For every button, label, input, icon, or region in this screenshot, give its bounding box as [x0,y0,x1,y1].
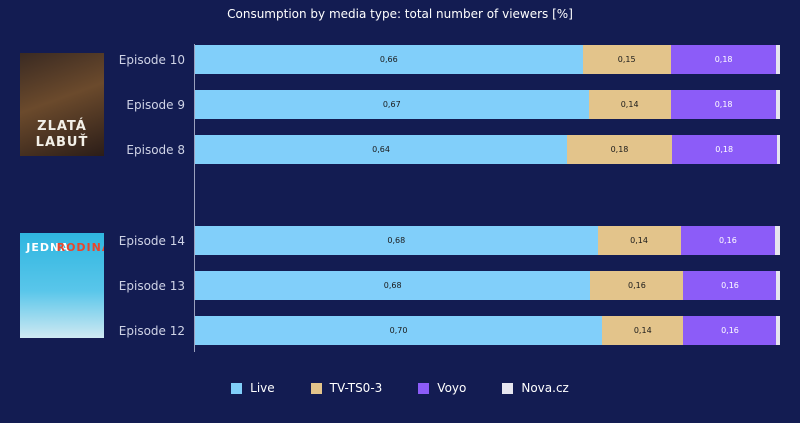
legend-swatch [418,382,430,394]
data-label: 0,70 [389,326,408,335]
bar-segment-voyo: 0,16 [683,316,777,345]
data-label: 0,18 [714,55,733,64]
data-label: 0,14 [620,100,639,109]
bar-segment-nova-cz [776,316,780,345]
legend-item: Live [231,381,275,395]
bar-row: 0,64 0,18 0,18 [195,135,780,164]
bar-segment-live: 0,66 [195,45,583,74]
y-tick-label: Episode 13 [118,278,185,293]
data-label: 0,16 [721,281,739,290]
poster-title-line-2: LABUŤ [35,135,89,150]
bar-segment-voyo: 0,16 [680,226,776,255]
data-label: 0,15 [617,55,636,64]
legend-label: Nova.cz [521,381,569,395]
legend-item: Voyo [418,381,466,395]
y-tick-label: Episode 9 [126,97,185,112]
bar-segment-nova-cz [776,271,780,300]
legend: Live TV-TS0-3 Voyo Nova.cz [0,381,800,395]
bar-row: 0,68 0,14 0,16 [195,226,780,255]
bar-segment-live: 0,68 [195,226,598,255]
chart-title: Consumption by media type: total number … [227,7,573,21]
legend-item: TV-TS0-3 [310,381,383,395]
bar-segment-nova-cz [775,226,780,255]
data-label: 0,14 [630,236,648,245]
bar-segment-nova-cz [776,135,780,164]
legend-item: Nova.cz [502,381,569,395]
legend-swatch [231,382,243,394]
bar-segment-tv-ts0-3: 0,15 [582,45,671,74]
bar-segment-voyo: 0,18 [670,45,777,74]
data-label: 0,18 [715,145,734,154]
y-tick-label: Episode 12 [118,323,185,338]
bar-segment-voyo: 0,18 [671,135,777,164]
poster-title-line-1: ZLATÁ [37,119,87,134]
bar-segment-live: 0,67 [195,90,589,119]
bar-row: 0,66 0,15 0,18 [195,45,780,74]
bar-segment-live: 0,68 [195,271,591,300]
data-label: 0,68 [387,236,406,245]
data-label: 0,64 [372,145,390,154]
legend-label: TV-TS0-3 [329,381,383,395]
y-tick-label: Episode 14 [118,233,185,248]
bar-segment-tv-ts0-3: 0,14 [602,316,684,345]
bar-segment-tv-ts0-3: 0,14 [588,90,671,119]
data-label: 0,16 [628,281,646,290]
legend-label: Voyo [437,381,467,395]
poster-title-line-2: RODINA [56,241,104,254]
poster-zlata-labut: ZLATÁ LABUŤ [20,53,104,156]
bar-row: 0,68 0,16 0,16 [195,271,780,300]
data-label: 0,16 [718,236,737,245]
legend-swatch [502,382,514,394]
bar-segment-voyo: 0,16 [683,271,777,300]
bar-segment-nova-cz [776,90,780,119]
data-label: 0,14 [633,326,652,335]
bar-segment-tv-ts0-3: 0,18 [567,135,672,164]
data-label: 0,18 [610,145,629,154]
data-label: 0,67 [382,100,401,109]
poster-title-line-1: JEDNA [26,241,70,254]
poster-jedna-rodina: JEDNA RODINA [20,233,104,338]
legend-label: Live [250,381,275,395]
bar-segment-tv-ts0-3: 0,16 [590,271,684,300]
legend-swatch [310,382,322,394]
y-tick-label: Episode 10 [118,52,185,67]
data-label: 0,68 [383,281,402,290]
y-axis-line [194,44,195,352]
bar-segment-tv-ts0-3: 0,14 [597,226,681,255]
bar-segment-voyo: 0,18 [670,90,777,119]
data-label: 0,18 [714,100,733,109]
bar-segment-nova-cz [776,45,780,74]
data-label: 0,66 [379,55,398,64]
bar-segment-live: 0,64 [195,135,568,164]
data-label: 0,16 [721,326,739,335]
bar-row: 0,67 0,14 0,18 [195,90,780,119]
bar-row: 0,70 0,14 0,16 [195,316,780,345]
bar-segment-live: 0,70 [195,316,603,345]
y-tick-label: Episode 8 [126,142,185,157]
